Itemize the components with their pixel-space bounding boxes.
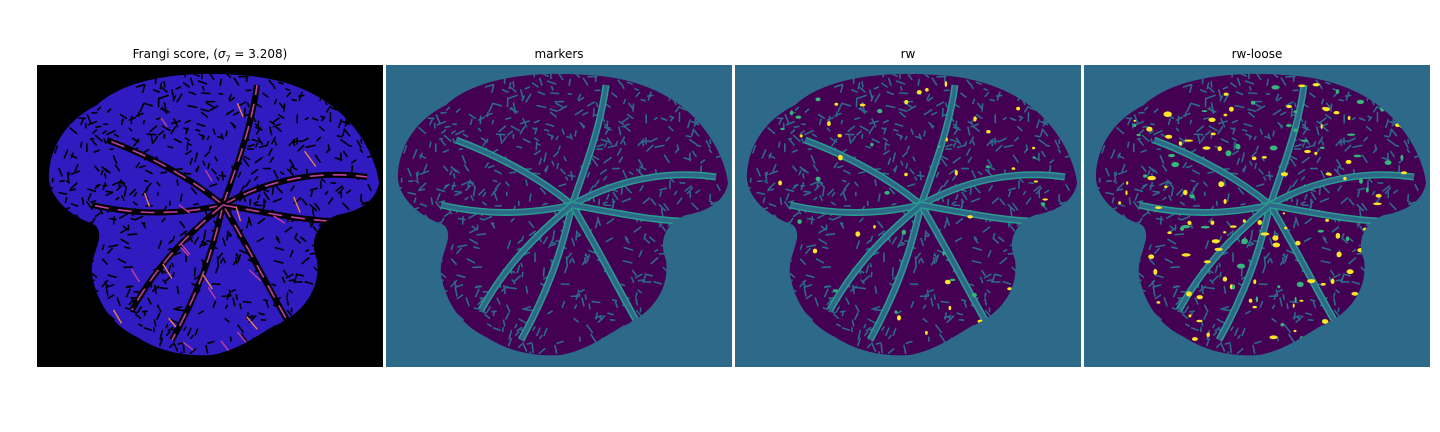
markers-image — [386, 65, 732, 367]
frangi-score-svg — [37, 65, 383, 367]
markers-panel-title: markers — [534, 47, 584, 61]
frangi-score-image — [37, 65, 383, 367]
markers-svg — [386, 65, 732, 367]
rw-panel-title: rw — [900, 47, 916, 61]
rw-loose-image — [1084, 65, 1430, 367]
rw-loose-svg — [1084, 65, 1430, 367]
rw-loose-panel-title: rw-loose — [1231, 47, 1283, 61]
rw-svg — [735, 65, 1081, 367]
frangi-panel-title: Frangi score, (σ7 = 3.208) — [132, 47, 288, 64]
rw-image — [735, 65, 1081, 367]
tissue-texture — [1095, 73, 1426, 356]
